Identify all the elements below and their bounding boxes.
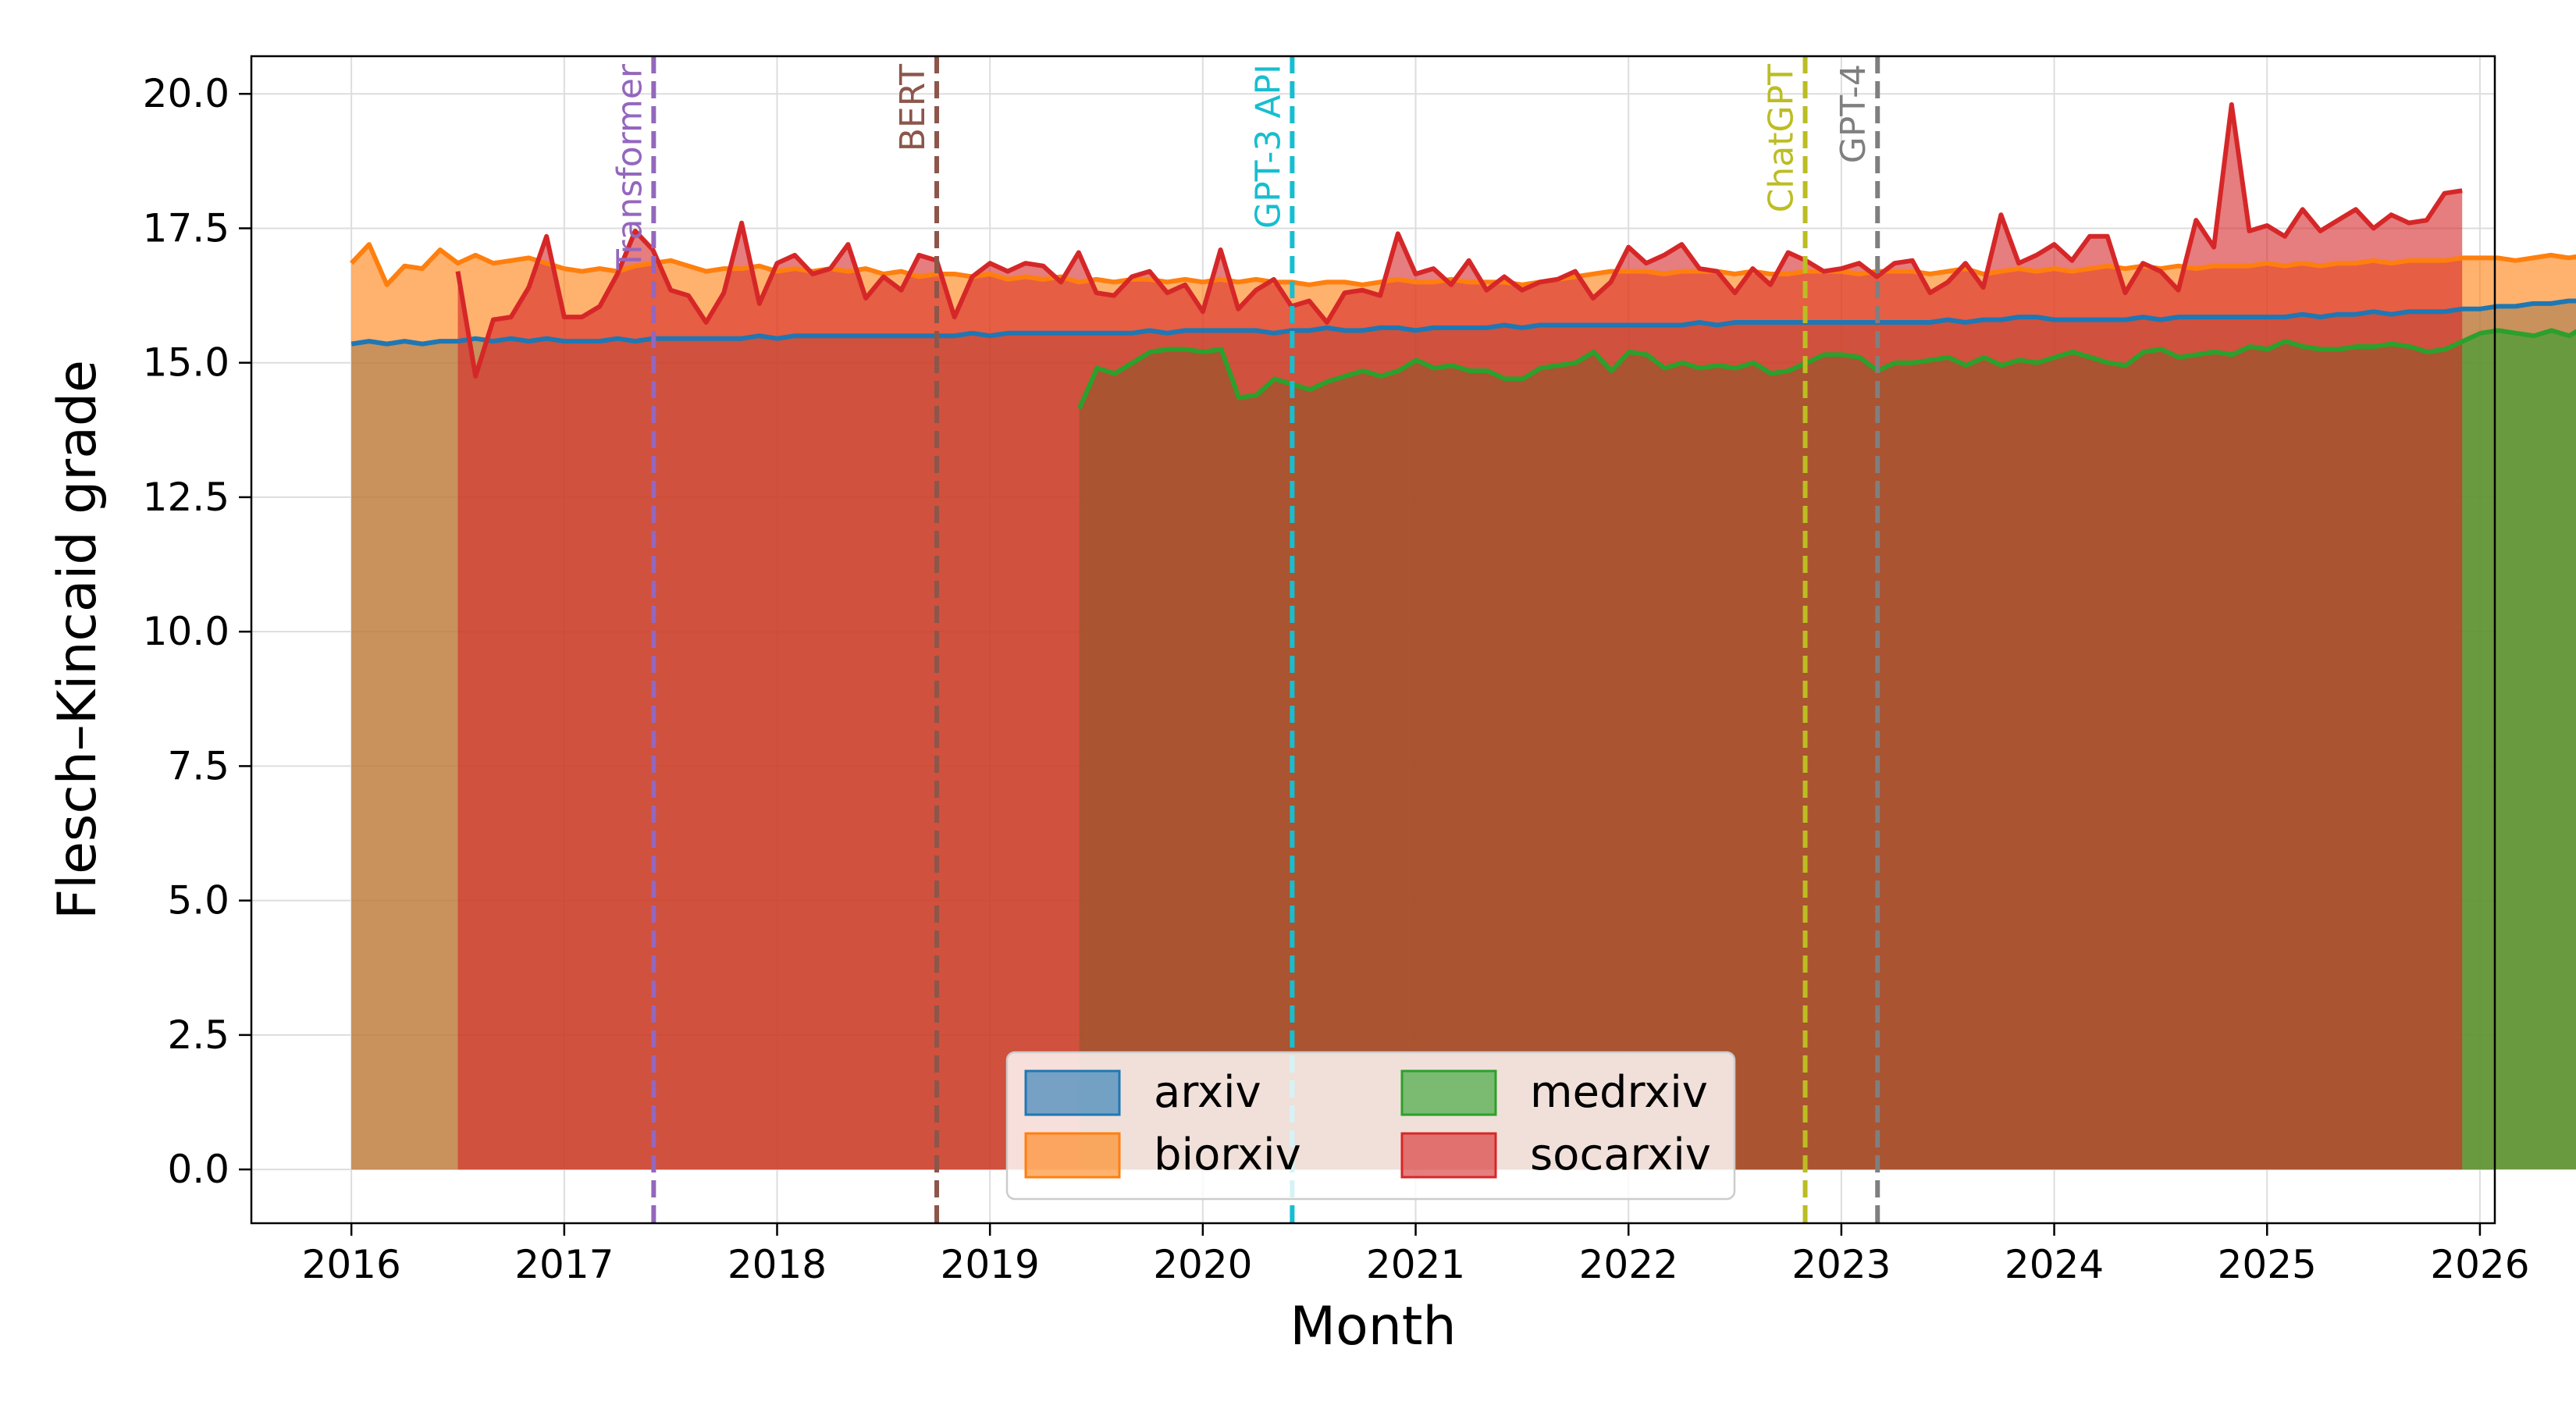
y-tick-label: 10.0: [143, 609, 229, 654]
legend-swatch-medrxiv: [1400, 1069, 1497, 1116]
x-tick-label: 2024: [2005, 1242, 2104, 1287]
y-tick-label: 15.0: [143, 340, 229, 386]
event-label: GPT-4: [1834, 64, 1873, 163]
y-tick-label: 12.5: [143, 475, 229, 520]
x-tick-label: 2022: [1579, 1242, 1678, 1287]
legend-label-arxiv: arxiv: [1154, 1067, 1261, 1118]
legend-swatch-arxiv: [1024, 1069, 1121, 1116]
event-label: ChatGPT: [1762, 64, 1802, 212]
y-tick-label: 20.0: [143, 71, 229, 116]
line-arxiv: [350, 298, 2576, 347]
y-axis-label: Flesch–Kincaid grade: [47, 360, 109, 920]
legend-label-socarxiv: socarxiv: [1530, 1130, 1711, 1180]
event-label: BERT: [893, 64, 933, 151]
plot-frame: [250, 55, 2496, 1225]
legend-label-biorxiv: biorxiv: [1154, 1130, 1301, 1180]
y-tick-label: 5.0: [167, 878, 229, 923]
event-label: Transformer: [610, 63, 649, 271]
x-tick-label: 2016: [302, 1242, 401, 1287]
x-tick-label: 2026: [2430, 1242, 2529, 1287]
x-tick-label: 2025: [2218, 1242, 2317, 1287]
legend-label-medrxiv: medrxiv: [1530, 1067, 1708, 1118]
legend-box: [1005, 1051, 1736, 1201]
x-tick-label: 2021: [1366, 1242, 1465, 1287]
area-socarxiv: [457, 105, 2463, 1170]
line-biorxiv: [350, 242, 2576, 287]
y-tick-label: 17.5: [143, 205, 229, 251]
line-medrxiv: [1076, 328, 2576, 410]
y-tick-label: 7.5: [167, 743, 229, 788]
x-axis-label: Month: [1290, 1296, 1456, 1357]
legend-swatch-socarxiv: [1400, 1132, 1497, 1179]
x-tick-label: 2018: [728, 1242, 827, 1287]
y-tick-label: 0.0: [167, 1147, 229, 1192]
x-tick-label: 2019: [941, 1242, 1040, 1287]
event-label: GPT-3 API: [1248, 64, 1288, 229]
legend-swatch-biorxiv: [1024, 1132, 1121, 1179]
legend: arxiv biorxiv medrxiv socarxiv: [1005, 1051, 1736, 1201]
x-tick-label: 2023: [1791, 1242, 1891, 1287]
x-tick-label: 2020: [1153, 1242, 1252, 1287]
y-tick-label: 2.5: [167, 1012, 229, 1058]
x-tick-label: 2017: [514, 1242, 614, 1287]
line-socarxiv: [455, 102, 2463, 379]
